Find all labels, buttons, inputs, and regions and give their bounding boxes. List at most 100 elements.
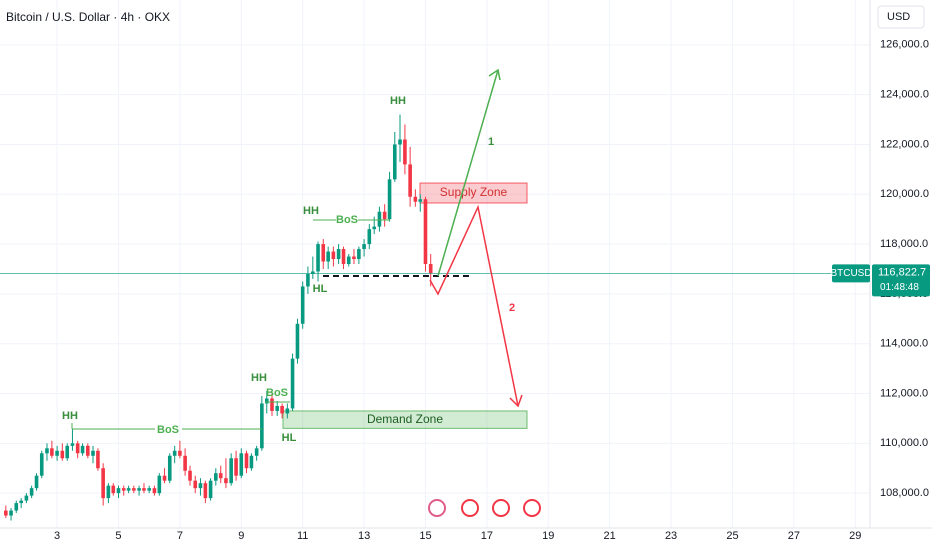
candle-body [152, 488, 157, 494]
candle-body [65, 445, 70, 459]
chart-title: Bitcoin / U.S. Dollar · 4h · OKX [6, 10, 170, 24]
x-tick-label: 11 [297, 530, 308, 542]
candle-body [377, 211, 382, 227]
candle-body [295, 323, 300, 359]
arrow-down [429, 204, 519, 407]
candle-body [208, 480, 213, 499]
arrow-head [509, 394, 523, 408]
candle-body [34, 475, 39, 489]
currency: USD [887, 11, 910, 23]
candle-body [167, 455, 172, 481]
candle-body [39, 453, 44, 476]
event-icons [428, 499, 541, 517]
candle-body [423, 199, 428, 264]
candle-body [19, 500, 23, 504]
annotation: BoS [266, 387, 288, 399]
zone-label: Demand Zone [367, 412, 443, 426]
candle-body [183, 455, 187, 471]
candle-body [321, 244, 326, 262]
annotation: HH [62, 410, 78, 422]
candle-body [96, 450, 100, 469]
candle-body [352, 256, 356, 260]
candle-body [418, 199, 423, 202]
candle-body [244, 453, 249, 469]
candle-body [50, 448, 54, 456]
candle-body [157, 475, 162, 494]
candle-body [413, 196, 418, 202]
candle-body [203, 483, 208, 499]
candle-body [70, 443, 75, 446]
x-tick-label: 21 [604, 530, 616, 542]
candle-body [75, 443, 80, 454]
axes: 108,000.0 110,000.0 112,000.0 114,000.0 116,… [54, 39, 930, 542]
countdown: 01:48:48 [880, 282, 919, 293]
candle-body [29, 488, 34, 496]
candle-body [249, 455, 254, 469]
marks: Supply Zone Demand Zone HH BoS HH BoS HL HH BoS H… [0, 95, 870, 521]
candle-body [290, 358, 295, 409]
candle-body [80, 445, 85, 454]
symbol-badge [832, 264, 870, 283]
candle-body [341, 249, 346, 264]
x-tick-label: 17 [481, 530, 493, 542]
annotation: HH [390, 95, 406, 107]
candle-body [362, 244, 366, 250]
candle-body [331, 251, 336, 260]
candle-body [306, 273, 310, 287]
candle-body [218, 473, 223, 479]
candle-body [239, 453, 244, 476]
candle-body [234, 458, 238, 476]
annotation: 2 [509, 302, 515, 314]
candle-body [392, 144, 397, 180]
drawings [71, 68, 523, 430]
y-tick-label: 118,000.0 [880, 238, 928, 250]
candle-body [14, 503, 19, 511]
x-tick-label: 29 [849, 530, 861, 542]
candle-body [55, 450, 59, 456]
candle-body [428, 264, 433, 274]
x-tick-label: 27 [788, 530, 800, 542]
y-tick-label: 122,000.0 [880, 138, 929, 150]
candle-body [198, 483, 203, 489]
candle-body [162, 475, 167, 481]
candle-body [270, 398, 274, 411]
candle-body [214, 473, 218, 481]
candle-body [398, 139, 402, 145]
candle-body [101, 468, 105, 499]
candle-body [336, 249, 341, 260]
x-tick-label: 19 [542, 530, 554, 542]
candle-body [224, 478, 228, 484]
price-badge [872, 264, 930, 297]
candle-body [172, 450, 177, 456]
candle-body [132, 488, 136, 491]
candle-body [85, 445, 90, 456]
candle-body [4, 510, 8, 516]
candle-body [372, 226, 377, 230]
y-tick-label: 120,000.0 [880, 188, 929, 200]
candle-body [91, 450, 95, 456]
y-tick-label: 124,000.0 [880, 89, 929, 101]
zone-label: Supply Zone [440, 185, 508, 199]
annotation: HL [313, 283, 328, 295]
x-tick-label: 13 [358, 530, 370, 542]
event-icon [428, 499, 446, 517]
annotation: HL [282, 432, 297, 444]
candle-body [382, 211, 387, 220]
candle-body [357, 249, 361, 260]
x-tick-label: 9 [238, 530, 244, 542]
candle-body [311, 271, 315, 274]
y-tick-label: 108,000.0 [880, 487, 929, 499]
zone [419, 182, 528, 204]
price-label: 116,822.7 [878, 266, 926, 278]
y-tick-label: 114,000.0 [880, 338, 928, 350]
candle-body [60, 450, 65, 459]
x-tick-label: 3 [54, 530, 60, 542]
annotation: HH [303, 205, 319, 217]
currency-box[interactable] [877, 5, 925, 29]
candle-body [260, 403, 264, 449]
candle-body [285, 408, 290, 414]
event-icon [461, 499, 479, 517]
event-icon [523, 499, 541, 517]
candle-body [126, 488, 131, 491]
y-tick-label: 110,000.0 [880, 437, 928, 449]
